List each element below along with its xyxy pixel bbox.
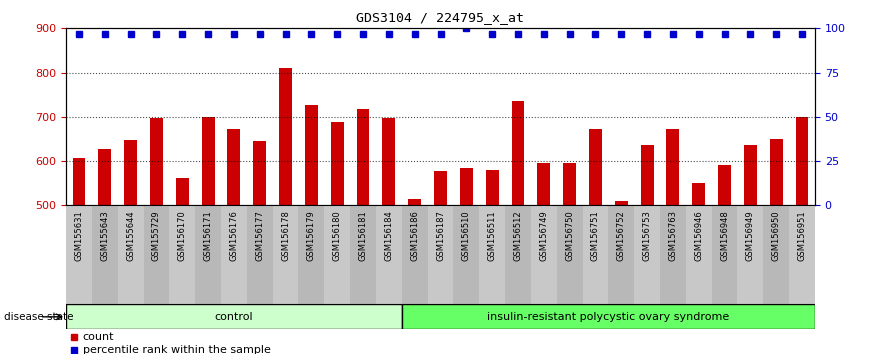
Text: GSM156752: GSM156752: [617, 210, 626, 261]
Bar: [454, 205, 479, 304]
Bar: [382, 118, 396, 205]
Text: GSM156177: GSM156177: [255, 210, 264, 261]
Bar: [557, 205, 582, 304]
Bar: [692, 183, 705, 205]
Text: GSM156950: GSM156950: [772, 210, 781, 261]
Text: GSM156750: GSM156750: [565, 210, 574, 261]
Bar: [357, 109, 369, 205]
Text: count: count: [83, 332, 114, 342]
Text: GSM156170: GSM156170: [178, 210, 187, 261]
Bar: [512, 101, 524, 205]
Bar: [770, 138, 782, 205]
Bar: [118, 205, 144, 304]
Bar: [712, 205, 737, 304]
Bar: [144, 205, 169, 304]
Bar: [737, 205, 763, 304]
FancyBboxPatch shape: [66, 304, 402, 329]
Text: control: control: [215, 312, 253, 322]
Text: insulin-resistant polycystic ovary syndrome: insulin-resistant polycystic ovary syndr…: [487, 312, 729, 322]
Bar: [660, 205, 685, 304]
Text: GSM155643: GSM155643: [100, 210, 109, 261]
Bar: [196, 205, 221, 304]
Text: GSM156751: GSM156751: [591, 210, 600, 261]
Bar: [589, 129, 602, 205]
Bar: [505, 205, 531, 304]
Bar: [479, 205, 505, 304]
Bar: [666, 129, 679, 205]
Bar: [72, 158, 85, 205]
Text: GSM156180: GSM156180: [333, 210, 342, 261]
Bar: [176, 178, 189, 205]
Text: GSM156179: GSM156179: [307, 210, 316, 261]
Text: GSM156187: GSM156187: [436, 210, 445, 261]
Bar: [279, 68, 292, 205]
Bar: [531, 205, 557, 304]
Bar: [305, 105, 318, 205]
Bar: [299, 205, 324, 304]
Bar: [124, 140, 137, 205]
Text: GDS3104 / 224795_x_at: GDS3104 / 224795_x_at: [357, 11, 524, 24]
Bar: [789, 205, 815, 304]
Text: GSM155631: GSM155631: [75, 210, 84, 261]
Bar: [150, 118, 163, 205]
Bar: [227, 129, 241, 205]
Text: percentile rank within the sample: percentile rank within the sample: [83, 345, 270, 354]
Bar: [763, 205, 789, 304]
Bar: [221, 205, 247, 304]
Bar: [640, 145, 654, 205]
Bar: [66, 205, 92, 304]
Bar: [350, 205, 376, 304]
Bar: [485, 170, 499, 205]
Bar: [609, 205, 634, 304]
Text: GSM156749: GSM156749: [539, 210, 548, 261]
Text: GSM156753: GSM156753: [642, 210, 652, 261]
Text: GSM156763: GSM156763: [669, 210, 677, 261]
Text: GSM156511: GSM156511: [488, 210, 497, 261]
Bar: [92, 205, 118, 304]
Text: GSM156176: GSM156176: [229, 210, 239, 261]
Bar: [254, 141, 266, 205]
Bar: [99, 149, 111, 205]
Bar: [247, 205, 272, 304]
Text: GSM156946: GSM156946: [694, 210, 703, 261]
Bar: [330, 122, 344, 205]
Text: disease state: disease state: [4, 312, 74, 322]
Bar: [324, 205, 350, 304]
Text: GSM156181: GSM156181: [359, 210, 367, 261]
Bar: [434, 171, 447, 205]
Text: GSM156186: GSM156186: [411, 210, 419, 261]
Bar: [169, 205, 196, 304]
Bar: [202, 117, 215, 205]
Bar: [718, 166, 731, 205]
Bar: [563, 163, 576, 205]
Bar: [685, 205, 712, 304]
Bar: [460, 168, 473, 205]
Bar: [796, 117, 809, 205]
Bar: [537, 163, 551, 205]
Text: GSM156510: GSM156510: [462, 210, 470, 261]
FancyBboxPatch shape: [402, 304, 815, 329]
Text: GSM155729: GSM155729: [152, 210, 161, 261]
Text: GSM156171: GSM156171: [204, 210, 212, 261]
Text: GSM156178: GSM156178: [281, 210, 290, 261]
Bar: [272, 205, 299, 304]
Bar: [427, 205, 454, 304]
Text: GSM156184: GSM156184: [384, 210, 393, 261]
Bar: [408, 199, 421, 205]
Text: GSM156512: GSM156512: [514, 210, 522, 261]
Bar: [582, 205, 609, 304]
Text: GSM155644: GSM155644: [126, 210, 135, 261]
Bar: [634, 205, 660, 304]
Text: GSM156949: GSM156949: [746, 210, 755, 261]
Text: GSM156951: GSM156951: [797, 210, 806, 261]
Bar: [744, 145, 757, 205]
Text: GSM156948: GSM156948: [720, 210, 729, 261]
Bar: [615, 201, 627, 205]
Bar: [402, 205, 427, 304]
Bar: [376, 205, 402, 304]
